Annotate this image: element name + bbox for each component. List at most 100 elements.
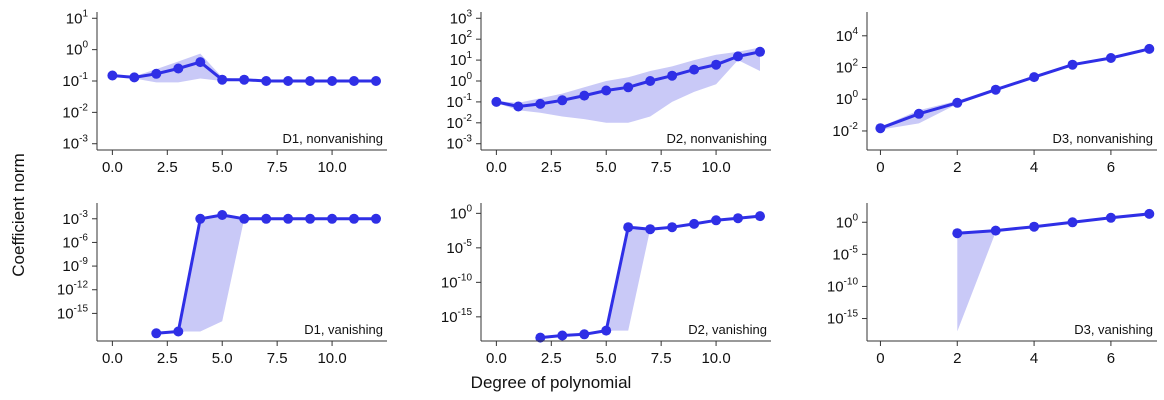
d2-vanishing-point-8	[711, 215, 722, 226]
panels: 0.0 2.5 5.0 7.5 10.0 10-3 10-2 10-1 100 101 D1, no…	[57, 8, 1157, 367]
d3-nonvanishing-panel-label: D3, nonvanishing	[1053, 131, 1153, 146]
d1-nonvanishing-x-tick-label: 0.0	[102, 159, 123, 176]
d3-nonvanishing-point-6	[1105, 53, 1116, 63]
d3-nonvanishing-y-tick-label: 10-2	[832, 121, 858, 140]
d2-nonvanishing-y-tick-label: 10-1	[446, 92, 472, 111]
d3-nonvanishing-point-3	[990, 84, 1001, 95]
panel-d1-vanishing: 0.0 2.5 5.0 7.5 10.0 10-3 10-6 10-9 10-12 10-15 D1…	[57, 203, 387, 367]
d2-vanishing-y-tick-label: 10-10	[441, 272, 473, 291]
d2-nonvanishing-x-tick-label: 5.0	[596, 159, 617, 176]
d2-nonvanishing-point-10	[711, 59, 722, 70]
d2-nonvanishing-point-4	[579, 90, 590, 101]
d1-vanishing-point-9	[349, 213, 359, 224]
d1-nonvanishing-y-tick-label: 10-3	[62, 134, 88, 153]
d2-nonvanishing-y-tick-label: 10-2	[446, 113, 472, 132]
d1-nonvanishing-point-9	[305, 76, 316, 86]
panel-d2-vanishing: 0.0 2.5 5.0 7.5 10.0 100 10-5 10-10 10-15 D2, van…	[441, 203, 771, 367]
d1-vanishing-band	[156, 214, 376, 334]
y-axis-title: Coefficient norm	[9, 153, 28, 276]
d2-vanishing-point-10	[755, 211, 765, 222]
d2-nonvanishing-x-tick-label: 10.0	[701, 159, 730, 176]
panel-d1-nonvanishing: 0.0 2.5 5.0 7.5 10.0 10-3 10-2 10-1 100 101 D1, no…	[62, 8, 387, 176]
d3-vanishing-point-3	[1067, 217, 1078, 228]
d2-nonvanishing-x-tick-label: 0.0	[486, 159, 507, 176]
d3-vanishing-point-4	[1105, 212, 1116, 223]
d2-vanishing-point-7	[689, 218, 700, 229]
d1-nonvanishing-point-2	[151, 68, 162, 79]
d2-nonvanishing-point-8	[667, 70, 678, 81]
d3-vanishing-y-tick-label: 10-15	[827, 309, 859, 328]
d3-nonvanishing-point-7	[1144, 43, 1155, 54]
d3-nonvanishing-point-5	[1067, 59, 1078, 70]
d1-vanishing-x-tick-label: 0.0	[102, 350, 123, 367]
d2-vanishing-y-tick-label: 10-5	[446, 238, 472, 257]
d3-vanishing-y-tick-label: 10-5	[832, 244, 858, 263]
d3-nonvanishing-y-tick-label: 102	[836, 58, 859, 77]
d2-nonvanishing-point-9	[689, 64, 700, 75]
d3-nonvanishing-x-tick-label: 6	[1107, 159, 1115, 176]
d3-vanishing-x-tick-label: 0	[876, 350, 884, 367]
d1-vanishing-point-4	[239, 213, 250, 224]
d2-vanishing-x-tick-label: 10.0	[701, 350, 730, 367]
d2-vanishing-x-tick-label: 7.5	[651, 350, 672, 367]
d1-vanishing-point-8	[327, 213, 338, 224]
d2-vanishing-point-4	[623, 222, 634, 233]
d2-vanishing-point-0	[535, 332, 546, 343]
d2-nonvanishing-point-6	[623, 82, 634, 93]
d3-nonvanishing-y-tick-label: 100	[836, 89, 859, 108]
d1-vanishing-x-tick-label: 10.0	[317, 350, 346, 367]
d1-vanishing-point-6	[283, 213, 294, 224]
d1-vanishing-point-5	[261, 213, 272, 224]
d1-vanishing-point-1	[173, 326, 184, 337]
d3-vanishing-y-tick-label: 10-10	[827, 276, 859, 295]
d2-nonvanishing-y-tick-label: 100	[450, 71, 473, 90]
d3-vanishing-point-1	[990, 225, 1001, 236]
d2-nonvanishing-point-3	[557, 95, 568, 106]
d3-vanishing-series-line	[957, 212, 1150, 235]
d1-vanishing-point-0	[151, 328, 162, 339]
d2-nonvanishing-y-tick-label: 10-3	[446, 134, 472, 153]
d3-nonvanishing-x-tick-label: 4	[1030, 159, 1038, 176]
d3-vanishing-point-0	[952, 228, 963, 239]
d3-vanishing-panel-label: D3, vanishing	[1074, 322, 1153, 337]
d3-vanishing-x-tick-label: 6	[1107, 350, 1115, 367]
panel-d3-nonvanishing: 0 2 4 6 10-2 100 102 104 D3, nonvanishing	[832, 12, 1157, 176]
d2-nonvanishing-point-12	[755, 46, 765, 57]
d3-vanishing-x-tick-label: 4	[1030, 350, 1038, 367]
d1-nonvanishing-point-4	[195, 57, 206, 68]
d1-nonvanishing-point-8	[283, 76, 294, 86]
d3-nonvanishing-point-0	[875, 123, 886, 134]
d2-nonvanishing-y-tick-label: 102	[450, 29, 473, 48]
d1-nonvanishing-x-tick-label: 7.5	[267, 159, 288, 176]
d2-vanishing-point-6	[667, 222, 678, 233]
d3-nonvanishing-band	[880, 48, 1150, 130]
d2-vanishing-point-3	[601, 325, 612, 336]
d3-vanishing-y-tick-label: 100	[836, 212, 859, 231]
d2-nonvanishing-panel-label: D2, nonvanishing	[667, 131, 767, 146]
d1-nonvanishing-point-12	[371, 76, 381, 86]
d2-nonvanishing-point-11	[733, 51, 743, 62]
d2-vanishing-x-tick-label: 0.0	[486, 350, 507, 367]
d1-vanishing-y-tick-label: 10-15	[57, 303, 89, 322]
d3-nonvanishing-x-tick-label: 2	[953, 159, 961, 176]
d2-nonvanishing-point-1	[513, 101, 524, 112]
d1-nonvanishing-y-tick-label: 101	[66, 8, 89, 27]
d1-nonvanishing-band	[112, 53, 377, 83]
d2-vanishing-point-1	[557, 330, 568, 341]
d1-nonvanishing-y-tick-label: 10-1	[62, 71, 88, 90]
d1-nonvanishing-x-tick-label: 2.5	[157, 159, 178, 176]
d1-nonvanishing-point-0	[107, 70, 118, 81]
d2-vanishing-x-tick-label: 5.0	[596, 350, 617, 367]
d2-nonvanishing-x-tick-label: 7.5	[651, 159, 672, 176]
panel-d2-nonvanishing: 0.0 2.5 5.0 7.5 10.0 10-3 10-2 10-1 100 101 102 103…	[446, 8, 771, 176]
d1-nonvanishing-y-tick-label: 10-2	[62, 102, 88, 121]
panel-d3-vanishing: 0 2 4 6 100 10-5 10-10 10-15 D3, vanishing	[827, 203, 1157, 367]
d1-vanishing-y-tick-label: 10-3	[62, 209, 88, 228]
d3-nonvanishing-point-2	[952, 97, 963, 108]
d2-vanishing-point-2	[579, 329, 590, 340]
d1-nonvanishing-point-6	[239, 74, 250, 85]
d2-vanishing-point-9	[733, 213, 743, 224]
d1-vanishing-x-tick-label: 2.5	[157, 350, 178, 367]
d3-nonvanishing-point-4	[1029, 72, 1040, 83]
